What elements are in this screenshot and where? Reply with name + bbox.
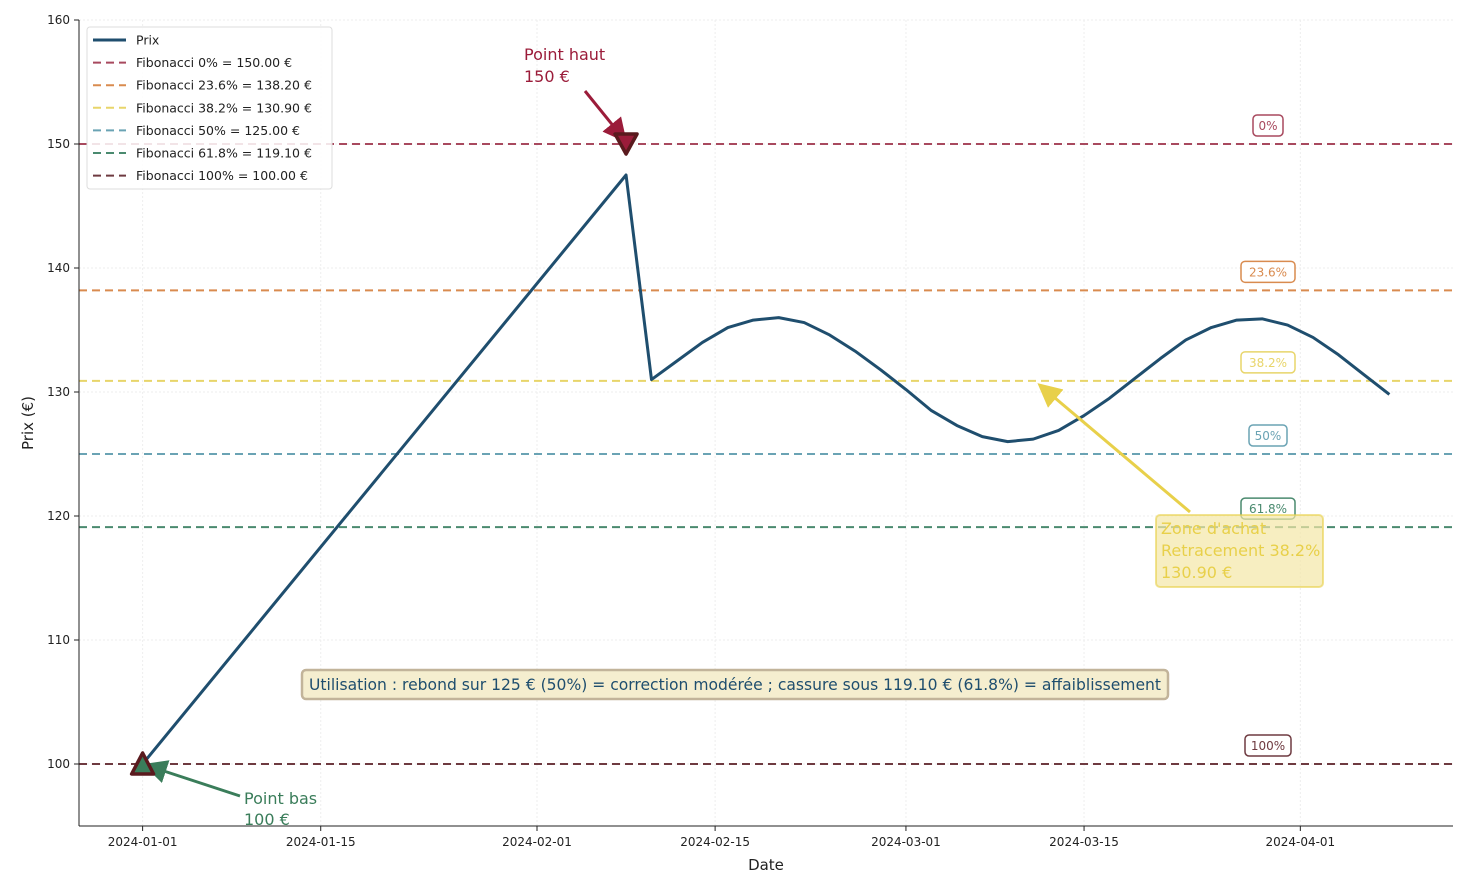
x-tick-label: 2024-01-01 xyxy=(108,835,178,849)
buy-zone-arrow xyxy=(1037,383,1191,514)
fib-label: 100% xyxy=(1251,739,1285,753)
fib-label: 23.6% xyxy=(1249,265,1287,279)
y-tick-label: 140 xyxy=(47,261,70,275)
high-marker-icon xyxy=(613,132,639,156)
fib-label-box xyxy=(1248,424,1288,447)
buy-zone-text: Retracement 38.2% xyxy=(1161,541,1320,560)
x-tick-label: 2024-04-01 xyxy=(1265,835,1335,849)
fib-label-box xyxy=(1240,351,1296,374)
usage-text: Utilisation : rebond sur 125 € (50%) = c… xyxy=(309,675,1161,694)
legend-box xyxy=(86,26,333,190)
x-tick-label: 2024-03-15 xyxy=(1049,835,1119,849)
legend: Prix Fibonacci 0% = 150.00 € Fibonacci 23.… xyxy=(86,26,333,190)
low-marker-icon xyxy=(129,751,156,776)
x-tick-label: 2024-03-01 xyxy=(871,835,941,849)
buy-zone-text: 130.90 € xyxy=(1161,563,1232,582)
high-label: Point haut xyxy=(524,45,605,64)
legend-entry: Fibonacci 23.6% = 138.20 € xyxy=(136,78,312,93)
usage-box xyxy=(300,668,1170,701)
x-tick-label: 2024-01-15 xyxy=(286,835,356,849)
price-line xyxy=(141,173,1391,765)
low-value: 100 € xyxy=(244,810,290,829)
y-axis-label: Prix (€) xyxy=(19,396,37,450)
legend-entry: Fibonacci 61.8% = 119.10 € xyxy=(136,146,312,161)
annotations: Zone d'achat Retracement 38.2% 130.90 € Uti… xyxy=(300,383,1324,701)
low-label: Point bas xyxy=(244,789,317,808)
legend-entry: Fibonacci 38.2% = 130.90 € xyxy=(136,100,312,115)
price-series xyxy=(141,173,1391,765)
axes: 2024-01-01 2024-01-15 2024-02-01 2024-02-15… xyxy=(47,13,1453,849)
fib-label-box xyxy=(1240,260,1296,284)
legend-entry: Prix xyxy=(136,33,159,48)
markers: Point haut 150 € Point bas 100 € xyxy=(129,45,639,829)
fib-label: 50% xyxy=(1255,429,1282,443)
fib-label: 61.8% xyxy=(1249,502,1287,516)
high-arrow xyxy=(583,90,627,143)
fibonacci-lines: 0% 23.6% 38.2% 50% 61.8% 100% xyxy=(79,114,1453,765)
y-tick-label: 120 xyxy=(47,509,70,523)
buy-zone-text: Zone d'achat xyxy=(1161,519,1266,538)
y-tick-label: 130 xyxy=(47,385,70,399)
legend-entry: Fibonacci 100% = 100.00 € xyxy=(136,168,308,183)
legend-entry: Fibonacci 0% = 150.00 € xyxy=(136,55,292,70)
y-tick-label: 160 xyxy=(47,13,70,27)
legend-entry: Fibonacci 50% = 125.00 € xyxy=(136,123,300,138)
buy-zone-box xyxy=(1155,514,1324,588)
low-arrow xyxy=(142,760,241,798)
y-tick-label: 150 xyxy=(47,137,70,151)
fib-label-box xyxy=(1244,734,1292,757)
fib-label: 0% xyxy=(1258,119,1277,133)
fib-label-box xyxy=(1252,114,1284,137)
fib-label: 38.2% xyxy=(1249,356,1287,370)
x-axis-label: Date xyxy=(748,856,784,874)
y-tick-label: 110 xyxy=(47,633,70,647)
x-tick-label: 2024-02-01 xyxy=(502,835,572,849)
y-tick-label: 100 xyxy=(47,757,70,771)
x-tick-label: 2024-02-15 xyxy=(680,835,750,849)
high-value: 150 € xyxy=(524,67,570,86)
